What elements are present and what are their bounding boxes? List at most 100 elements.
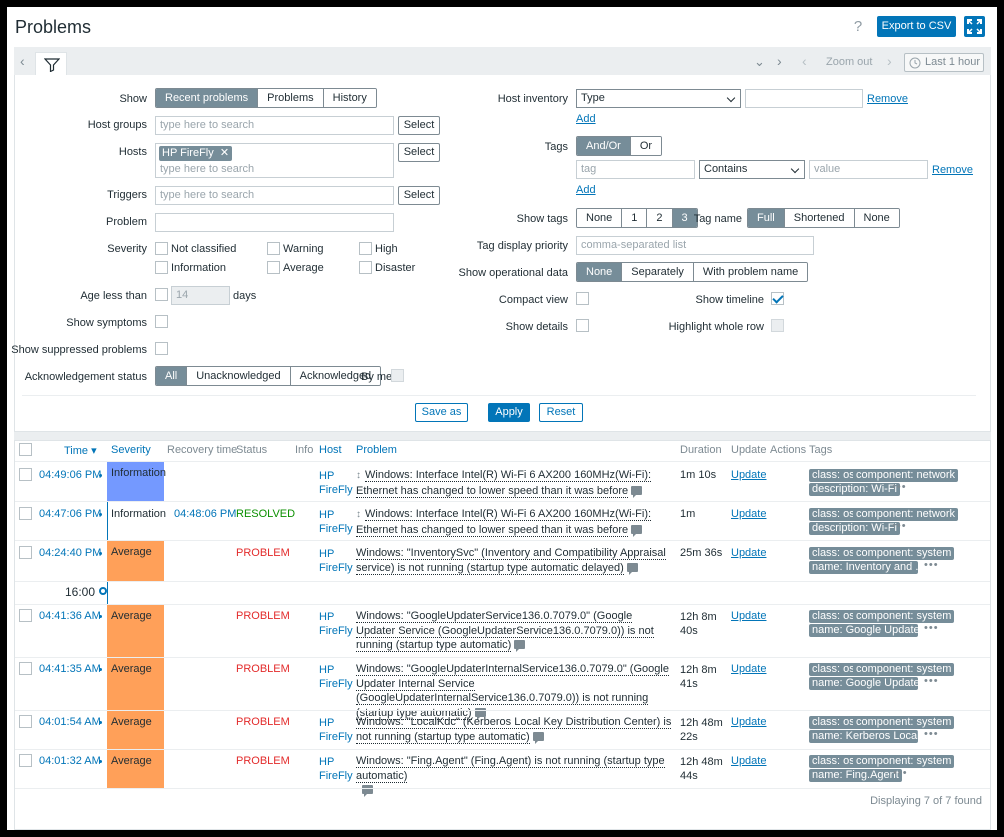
row-update-link[interactable]: Update [731,508,767,520]
hosts-select-button[interactable]: Select [398,143,440,162]
tag-pill[interactable]: component: system [853,716,955,729]
row-problem[interactable]: ↕ Windows: Interface Intel(R) Wi-Fi 6 AX2… [356,508,652,537]
show-timeline-checkbox[interactable] [771,292,784,305]
tag-pill[interactable]: class: os [809,716,858,729]
column-time[interactable]: Time ▾ [64,445,97,457]
save-as-button[interactable]: Save as [415,403,468,422]
show-problems[interactable]: Problems [257,89,323,107]
row-checkbox[interactable] [19,715,32,728]
row-host[interactable]: HP FireFly [319,717,353,743]
row-update-link[interactable]: Update [731,547,767,559]
host-groups-input[interactable]: type here to search [155,116,394,135]
ack-unacknowledged[interactable]: Unacknowledged [186,367,290,385]
triggers-input[interactable]: type here to search [155,186,394,205]
comment-icon[interactable] [474,707,486,720]
row-time[interactable]: 04:01:32 AM [39,755,101,767]
more-tags-icon[interactable]: ••• [892,520,907,532]
more-tags-icon[interactable]: ••• [893,767,908,779]
help-icon[interactable]: ? [853,18,863,35]
hosts-input[interactable]: HP FireFly ✕ type here to search [155,143,394,178]
row-time[interactable]: 04:41:35 AM [39,663,101,675]
tag-add-link[interactable]: Add [576,184,596,196]
column-host[interactable]: Host [319,444,342,456]
row-update-link[interactable]: Update [731,610,767,622]
tag-pill[interactable]: component: network [853,508,959,521]
row-time[interactable]: 04:47:06 PM [39,508,102,520]
row-host[interactable]: HP FireFly [319,611,353,637]
row-checkbox[interactable] [19,546,32,559]
age-days-input[interactable]: 14 [171,286,230,305]
row-time[interactable]: 04:01:54 AM [39,716,101,728]
tags-or[interactable]: Or [629,137,662,155]
age-less-than-checkbox[interactable] [155,288,168,301]
comment-icon[interactable] [631,524,643,537]
show-symptoms-checkbox[interactable] [155,315,168,328]
severity-disaster-checkbox[interactable] [359,261,372,274]
row-host[interactable]: HP FireFly [319,756,353,782]
tag-value-input[interactable]: value [809,160,928,179]
show-recent-problems[interactable]: Recent problems [156,89,258,107]
row-update-link[interactable]: Update [731,663,767,675]
tag-pill[interactable]: name: Google Update... [809,677,918,690]
comment-icon[interactable] [532,731,544,744]
row-recovery-time[interactable]: 04:48:06 PM [174,508,237,520]
export-csv-button[interactable]: Export to CSV [877,16,956,37]
severity-high-checkbox[interactable] [359,242,372,255]
compact-view-checkbox[interactable] [576,292,589,305]
row-problem[interactable]: Windows: "GoogleUpdaterService136.0.7079… [356,610,654,652]
column-problem[interactable]: Problem [356,444,397,456]
tag-pill[interactable]: component: network [853,469,959,482]
row-problem[interactable]: ↕ Windows: Interface Intel(R) Wi-Fi 6 AX2… [356,469,652,498]
show-tags-3[interactable]: 3 [671,209,697,227]
comment-icon[interactable] [631,485,643,498]
opdata-none[interactable]: None [577,263,622,281]
row-checkbox[interactable] [19,609,32,622]
tag-pill[interactable]: class: os [809,469,858,482]
show-history[interactable]: History [322,89,376,107]
tag-pill[interactable]: component: system [853,547,955,560]
show-tags-none[interactable]: None [577,209,622,227]
next-period-icon[interactable]: › [887,53,892,69]
tag-pill[interactable]: name: Fing.Agent [809,769,902,782]
show-tags-2[interactable]: 2 [646,209,672,227]
time-range-button[interactable]: Last 1 hour [904,53,984,72]
show-tags-1[interactable]: 1 [621,209,647,227]
more-tags-icon[interactable]: ••• [924,622,939,634]
severity-not-classified-checkbox[interactable] [155,242,168,255]
tag-pill[interactable]: class: os [809,755,858,768]
comment-icon[interactable] [626,562,638,575]
more-tags-icon[interactable]: ••• [924,728,939,740]
tag-display-priority-input[interactable]: comma-separated list [576,236,814,255]
more-tags-icon[interactable]: ••• [924,559,939,571]
row-checkbox[interactable] [19,468,32,481]
host-inventory-field-select[interactable]: Type [576,89,741,108]
host-inventory-add-link[interactable]: Add [576,113,596,125]
zoom-out-button[interactable]: Zoom out [826,56,873,68]
row-problem[interactable]: Windows: "Fing.Agent" (Fing.Agent) is no… [356,754,674,798]
highlight-whole-row-checkbox[interactable] [771,319,784,332]
tag-pill[interactable]: class: os [809,610,858,623]
tag-pill[interactable]: component: system [853,663,955,676]
row-host[interactable]: HP FireFly [319,664,353,690]
tag-pill[interactable]: class: os [809,547,858,560]
tag-pill[interactable]: component: system [853,755,955,768]
row-time[interactable]: 04:24:40 PM [39,547,102,559]
apply-button[interactable]: Apply [488,403,530,422]
comment-icon[interactable] [514,640,526,652]
show-suppressed-checkbox[interactable] [155,342,168,355]
comment-icon[interactable] [362,785,373,797]
severity-average-checkbox[interactable] [267,261,280,274]
tag-pill[interactable]: name: Inventory and ... [809,561,918,574]
tag-operator-select[interactable]: Contains [699,160,805,179]
ack-acknowledged[interactable]: Acknowledged [289,367,381,385]
row-update-link[interactable]: Update [731,469,767,481]
tag-pill[interactable]: component: system [853,610,955,623]
row-host[interactable]: HP FireFly [319,548,353,574]
reset-button[interactable]: Reset [539,403,583,422]
chevron-down-icon[interactable]: ⌄ [754,54,765,69]
tag-name-input[interactable]: tag [576,160,695,179]
severity-information-checkbox[interactable] [155,261,168,274]
host-inventory-value-input[interactable] [745,89,863,108]
problem-input[interactable] [155,213,394,232]
host-inventory-remove-link[interactable]: Remove [867,93,908,105]
